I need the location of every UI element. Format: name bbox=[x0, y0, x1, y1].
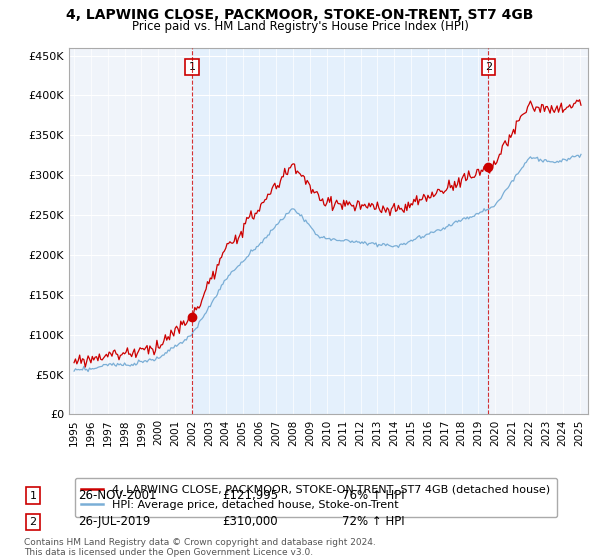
Text: 2: 2 bbox=[29, 517, 37, 527]
Text: 4, LAPWING CLOSE, PACKMOOR, STOKE-ON-TRENT, ST7 4GB: 4, LAPWING CLOSE, PACKMOOR, STOKE-ON-TRE… bbox=[67, 8, 533, 22]
Text: 76% ↑ HPI: 76% ↑ HPI bbox=[342, 489, 404, 502]
Text: Contains HM Land Registry data © Crown copyright and database right 2024.
This d: Contains HM Land Registry data © Crown c… bbox=[24, 538, 376, 557]
Text: £310,000: £310,000 bbox=[222, 515, 278, 529]
Text: 26-NOV-2001: 26-NOV-2001 bbox=[78, 489, 157, 502]
Text: 1: 1 bbox=[188, 62, 196, 72]
Text: 26-JUL-2019: 26-JUL-2019 bbox=[78, 515, 151, 529]
Bar bbox=[192, 48, 488, 414]
Text: £121,995: £121,995 bbox=[222, 489, 278, 502]
Text: 1: 1 bbox=[29, 491, 37, 501]
Text: 72% ↑ HPI: 72% ↑ HPI bbox=[342, 515, 404, 529]
Text: Price paid vs. HM Land Registry's House Price Index (HPI): Price paid vs. HM Land Registry's House … bbox=[131, 20, 469, 32]
Legend: 4, LAPWING CLOSE, PACKMOOR, STOKE-ON-TRENT, ST7 4GB (detached house), HPI: Avera: 4, LAPWING CLOSE, PACKMOOR, STOKE-ON-TRE… bbox=[74, 478, 557, 517]
Text: 2: 2 bbox=[485, 62, 492, 72]
